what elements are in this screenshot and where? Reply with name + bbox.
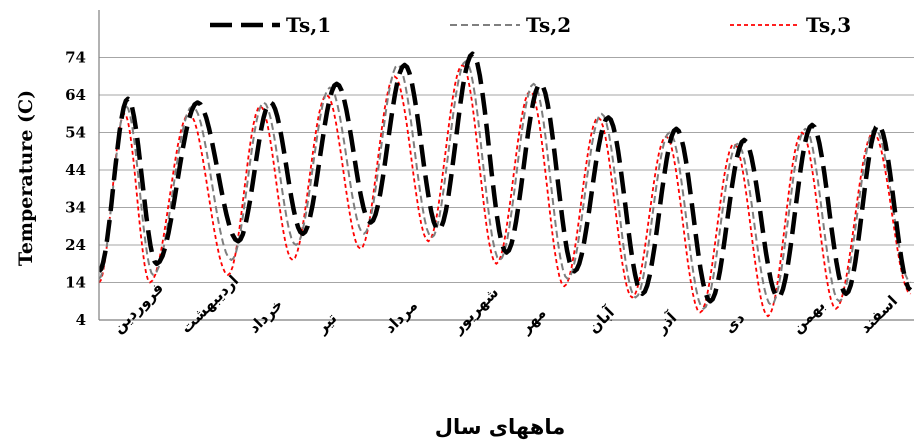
- y-tick-label: 24: [65, 236, 86, 254]
- series-line-3: [99, 64, 912, 318]
- y-tick-labels: 4 14 24 34 44 54 64 74: [65, 49, 86, 330]
- y-tick-label: 64: [65, 86, 86, 104]
- y-tick-label: 14: [65, 274, 86, 292]
- legend-label: Ts,1: [286, 13, 331, 37]
- x-tick-label: مهر: [516, 304, 550, 338]
- x-tick-label: آبان: [585, 303, 619, 337]
- y-tick-label: 54: [65, 124, 86, 142]
- series-line-1: [99, 51, 913, 304]
- series-line-2: [99, 60, 912, 310]
- gridlines: [99, 57, 914, 283]
- y-tick-label: 34: [65, 199, 86, 217]
- series-lines: [99, 51, 913, 318]
- x-tick-label: تیر: [312, 309, 340, 337]
- x-tick-labels: فروردین اردیبهشت خرداد تیر مرداد شهریور مهر آبا…: [109, 272, 901, 338]
- y-tick-label: 4: [76, 311, 86, 329]
- y-tick-label: 74: [65, 49, 86, 67]
- legend-label: Ts,2: [526, 13, 571, 37]
- y-axis-title: Temperature (C): [15, 90, 37, 266]
- x-tick-label: اردیبهشت: [177, 272, 242, 337]
- x-tick-label: بهمن: [788, 296, 828, 336]
- x-axis-title: ماههای سال: [435, 415, 566, 439]
- x-tick-label: اسفند: [856, 292, 901, 337]
- x-tick-label: فروردین: [109, 279, 167, 337]
- legend: Ts,1 Ts,2 Ts,3: [210, 13, 851, 37]
- x-tick-label: مرداد: [381, 296, 421, 336]
- y-tick-label: 44: [65, 161, 86, 179]
- legend-label: Ts,3: [806, 13, 851, 37]
- axes: [98, 10, 914, 321]
- x-tick-label: شهریور: [448, 283, 502, 337]
- x-tick-label: خرداد: [245, 295, 286, 336]
- x-tick-label: دی: [720, 309, 748, 337]
- x-tick-label: آذر: [652, 308, 681, 337]
